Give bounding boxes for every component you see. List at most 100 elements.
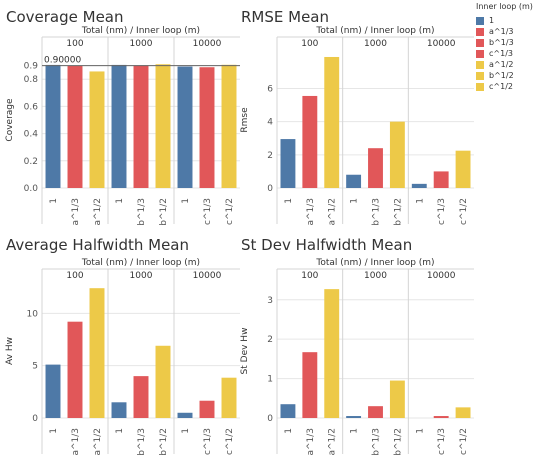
chart-title: Coverage Mean [6, 8, 124, 26]
y-tick-label: 6 [267, 84, 273, 94]
x-tick-label: 1 [49, 428, 59, 434]
y-tick-label: 3 [267, 296, 273, 306]
y-axis-label: Rmse [240, 107, 250, 133]
x-tick-label: c^1/2 [225, 198, 235, 225]
bar [324, 289, 340, 418]
legend-title: Inner loop (m) [476, 2, 533, 11]
y-tick-label: 2 [267, 335, 273, 345]
bar [67, 321, 83, 418]
legend-item: a^1/3 [476, 26, 548, 37]
group-label: 10000 [427, 271, 456, 281]
legend-items: 1 a^1/3 b^1/3 c^1/3 a^1/2 b^1/2 c^1/2 [476, 15, 548, 92]
legend-item: 1 [476, 15, 548, 26]
bar [45, 364, 61, 418]
group-label: 1000 [364, 39, 387, 49]
column-header: Total (nm) / Inner loop (m) [81, 258, 200, 268]
bar [177, 412, 193, 418]
bar [368, 406, 383, 418]
x-tick-label: a^1/2 [93, 198, 103, 226]
bar [324, 56, 340, 188]
bar [89, 71, 105, 188]
bar [133, 376, 149, 418]
legend-swatch [476, 49, 484, 58]
x-tick-label: b^1/2 [159, 428, 169, 455]
x-tick-label: 1 [49, 198, 59, 204]
legend-item: b^1/2 [476, 70, 548, 81]
x-tick-label: a^1/3 [71, 428, 81, 455]
x-tick-label: b^1/2 [393, 428, 403, 455]
x-tick-label: a^1/3 [306, 428, 316, 455]
x-tick-label: b^1/3 [137, 198, 147, 226]
y-tick-label: 5 [32, 362, 38, 372]
y-tick-label: 2 [267, 151, 273, 161]
legend-swatch [476, 82, 484, 91]
group-label: 10000 [193, 271, 222, 281]
group-label: 100 [66, 39, 83, 49]
bar [221, 377, 237, 418]
y-tick-label: 0.0 [24, 184, 39, 194]
x-tick-label: a^1/3 [306, 198, 316, 226]
bar [302, 352, 318, 418]
x-tick-label: b^1/3 [372, 428, 382, 455]
y-axis-label: Coverage [5, 98, 15, 142]
x-tick-label: 1 [181, 428, 191, 434]
bar [45, 64, 61, 188]
bar [389, 121, 405, 188]
x-tick-label: b^1/3 [372, 198, 382, 226]
bar [199, 400, 215, 418]
y-tick-label: 10 [27, 309, 39, 319]
bar [346, 174, 362, 188]
chart-title: St Dev Halfwidth Mean [241, 236, 412, 254]
y-tick-label: 0.9 [24, 62, 39, 72]
bar [177, 66, 193, 188]
x-tick-label: 1 [115, 198, 125, 204]
legend-item: c^1/3 [476, 48, 548, 59]
legend-item: b^1/3 [476, 37, 548, 48]
x-tick-label: c^1/3 [203, 198, 213, 225]
bar [433, 171, 449, 188]
y-axis-label: St Dev Hw [240, 328, 250, 375]
bar [455, 150, 471, 188]
x-tick-label: 1 [115, 428, 125, 434]
bar [221, 64, 237, 188]
legend-swatch [476, 71, 484, 80]
x-tick-label: c^1/2 [225, 428, 235, 455]
x-tick-label: b^1/3 [137, 428, 147, 455]
y-tick-label: 0 [267, 184, 273, 194]
legend-swatch [476, 60, 484, 69]
bar [155, 345, 171, 418]
bar [280, 139, 296, 188]
x-tick-label: b^1/2 [393, 198, 403, 226]
bar [389, 380, 405, 418]
y-tick-label: 0 [267, 414, 273, 424]
bar [368, 148, 383, 188]
legend-item: c^1/2 [476, 81, 548, 92]
bar [280, 404, 296, 418]
x-tick-label: 1 [350, 198, 360, 204]
column-header: Total (nm) / Inner loop (m) [81, 26, 200, 36]
y-tick-label: 0 [32, 414, 38, 424]
bar [199, 67, 215, 188]
x-tick-label: a^1/3 [71, 198, 81, 226]
bar [433, 416, 449, 418]
y-tick-label: 0.2 [24, 157, 38, 167]
group-label: 100 [301, 39, 318, 49]
legend: Inner loop (m) 1 a^1/3 b^1/3 c^1/3 a^1/2 b^1/… [476, 0, 548, 92]
x-tick-label: 1 [350, 428, 360, 434]
x-tick-label: 1 [284, 198, 294, 204]
bar [155, 64, 171, 188]
group-label: 100 [301, 271, 318, 281]
x-tick-label: 1 [284, 428, 294, 434]
x-tick-label: 1 [415, 198, 425, 204]
column-header: Total (nm) / Inner loop (m) [315, 26, 434, 36]
bar [455, 407, 471, 418]
x-tick-label: c^1/3 [437, 428, 447, 455]
x-tick-label: a^1/2 [328, 198, 338, 226]
x-tick-label: c^1/2 [459, 198, 469, 225]
bar [111, 402, 127, 418]
chart-panel-3: Average Halfwidth Mean Total (nm) / Inner… [5, 236, 240, 455]
legend-swatch [476, 16, 484, 25]
